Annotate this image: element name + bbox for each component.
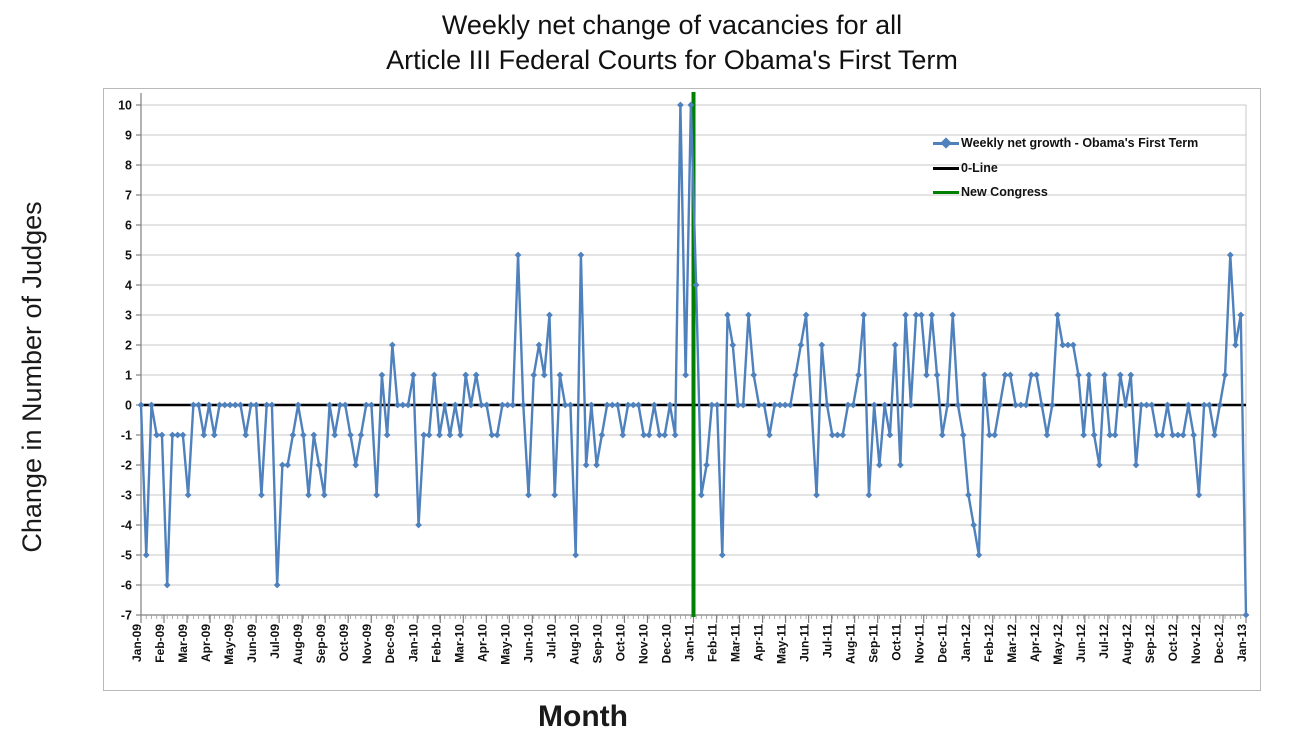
x-tick-label: Feb-09 bbox=[153, 624, 167, 663]
y-tick-label: -6 bbox=[121, 579, 132, 593]
x-tick-label: Jun-10 bbox=[521, 624, 535, 663]
x-tick-label: May-12 bbox=[1051, 624, 1065, 665]
legend-label-weekly-net-growth: Weekly net growth - Obama's First Term bbox=[961, 136, 1199, 150]
chart-legend: Weekly net growth - Obama's First Term 0… bbox=[933, 134, 1198, 207]
x-tick-label: Mar-12 bbox=[1005, 624, 1019, 663]
x-tick-label: Apr-09 bbox=[199, 624, 213, 662]
x-tick-label: Aug-12 bbox=[1120, 624, 1134, 665]
x-tick-label: Jun-09 bbox=[245, 624, 259, 663]
y-tick-label: 3 bbox=[125, 309, 132, 323]
x-tick-label: Dec-10 bbox=[659, 624, 673, 664]
x-minor-ticks bbox=[140, 615, 1247, 619]
x-tick-label: Dec-11 bbox=[936, 624, 950, 663]
x-tick-label: May-10 bbox=[498, 624, 512, 665]
x-tick-label: Nov-09 bbox=[360, 624, 374, 664]
y-tick-label: 4 bbox=[125, 279, 132, 293]
y-tick-label: -7 bbox=[121, 609, 132, 623]
legend-label-zero-line: 0-Line bbox=[961, 161, 998, 175]
x-axis-title: Month bbox=[538, 700, 628, 733]
x-tick-label: Jul-11 bbox=[821, 624, 835, 658]
x-tick-label: Dec-12 bbox=[1212, 624, 1226, 664]
x-tick-label: Feb-10 bbox=[429, 624, 443, 663]
x-tick-label: Jul-09 bbox=[268, 624, 282, 659]
x-tick-label: Jan-11 bbox=[683, 624, 697, 662]
x-axis-ticks: Jan-09 Feb-09 Mar-09 Apr-09 May-09 Jun-09 Jul-… bbox=[130, 615, 1249, 665]
x-tick-label: Apr-10 bbox=[475, 624, 489, 662]
x-tick-label: Dec-09 bbox=[383, 624, 397, 664]
x-tick-label: Mar-09 bbox=[176, 624, 190, 663]
y-tick-label: 5 bbox=[125, 249, 132, 263]
y-tick-label: 7 bbox=[125, 189, 132, 203]
chart-title: Weekly net change of vacancies for all A… bbox=[172, 8, 1172, 78]
legend-item-new-congress: New Congress bbox=[933, 183, 1198, 201]
x-tick-label: Jan-09 bbox=[130, 624, 144, 662]
x-tick-label: Jul-12 bbox=[1097, 624, 1111, 659]
y-tick-label: -4 bbox=[121, 519, 132, 533]
x-tick-label: Nov-11 bbox=[913, 624, 927, 664]
x-tick-label: Nov-10 bbox=[636, 624, 650, 664]
legend-item-zero-line: 0-Line bbox=[933, 159, 1198, 177]
x-tick-label: Jan-13 bbox=[1235, 624, 1249, 662]
y-tick-label: -1 bbox=[121, 429, 132, 443]
x-tick-label: Jan-12 bbox=[959, 624, 973, 662]
x-tick-label: Sep-09 bbox=[314, 624, 328, 664]
x-tick-label: Aug-11 bbox=[844, 624, 858, 664]
x-tick-label: Sep-10 bbox=[590, 624, 604, 664]
x-tick-label: Jun-12 bbox=[1074, 624, 1088, 663]
x-tick-label: Feb-12 bbox=[982, 624, 996, 663]
x-tick-label: Aug-09 bbox=[291, 624, 305, 665]
y-tick-label: -5 bbox=[121, 549, 132, 563]
y-tick-label: 9 bbox=[125, 129, 132, 143]
weekly-net-growth-series-line bbox=[139, 103, 1248, 617]
legend-label-new-congress: New Congress bbox=[961, 185, 1048, 199]
y-tick-label: 10 bbox=[118, 99, 132, 113]
x-tick-label: Sep-11 bbox=[867, 624, 881, 663]
x-tick-label: Sep-12 bbox=[1143, 624, 1157, 664]
y-tick-label: 1 bbox=[125, 369, 132, 383]
x-tick-label: Mar-10 bbox=[452, 624, 466, 663]
zero-line-icon bbox=[933, 159, 959, 177]
x-tick-label: Jan-10 bbox=[406, 624, 420, 662]
x-tick-label: Jun-11 bbox=[798, 624, 812, 662]
x-tick-label: Oct-10 bbox=[613, 624, 627, 662]
x-tick-label: May-11 bbox=[775, 624, 789, 664]
y-tick-label: 8 bbox=[125, 159, 132, 173]
x-tick-label: Feb-11 bbox=[706, 624, 720, 662]
chart-title-line-1: Weekly net change of vacancies for all bbox=[441, 10, 903, 40]
x-tick-label: Mar-11 bbox=[729, 624, 743, 662]
x-tick-label: Oct-12 bbox=[1166, 624, 1180, 662]
x-tick-label: Oct-11 bbox=[890, 624, 904, 661]
new-congress-line-icon bbox=[933, 183, 959, 201]
y-tick-label: 6 bbox=[125, 219, 132, 233]
x-tick-label: Jul-10 bbox=[544, 624, 558, 659]
series-line-marker-icon bbox=[933, 134, 959, 152]
x-tick-label: May-09 bbox=[222, 624, 236, 665]
y-tick-label: -2 bbox=[121, 459, 132, 473]
legend-item-weekly-net-growth: Weekly net growth - Obama's First Term bbox=[933, 134, 1198, 152]
x-tick-label: Oct-09 bbox=[337, 624, 351, 662]
chart-title-line-2: Article III Federal Courts for Obama's F… bbox=[386, 45, 958, 75]
x-tick-label: Apr-12 bbox=[1028, 624, 1042, 662]
x-tick-label: Nov-12 bbox=[1189, 624, 1203, 664]
x-tick-label: Aug-10 bbox=[567, 624, 581, 665]
y-tick-label: -3 bbox=[121, 489, 132, 503]
x-tick-label: Apr-11 bbox=[752, 624, 766, 662]
y-tick-label: 2 bbox=[125, 339, 132, 353]
y-tick-label: 0 bbox=[125, 399, 132, 413]
